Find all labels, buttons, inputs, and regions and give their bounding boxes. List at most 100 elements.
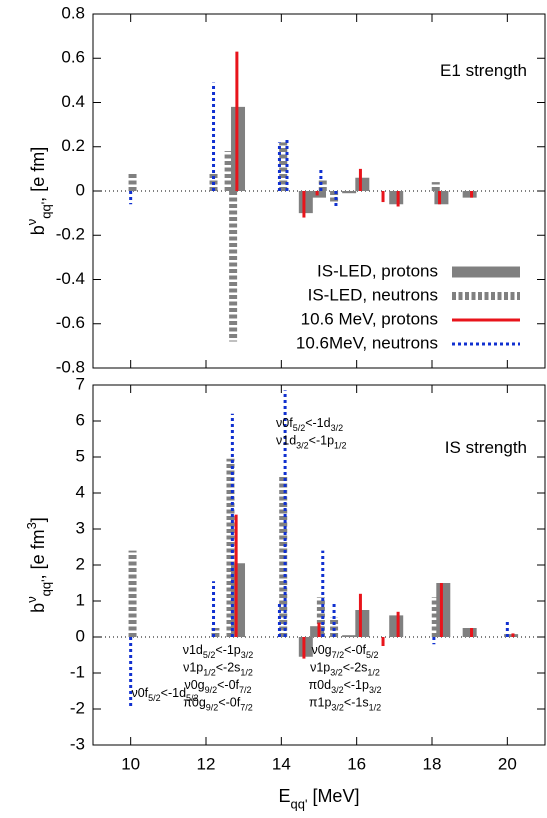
y-tick-label: 0 xyxy=(76,180,85,199)
x-tick-label: 12 xyxy=(197,754,216,773)
annotation: ν0f5/2<-1d5/2 xyxy=(131,686,198,703)
x-tick-label: 20 xyxy=(498,754,517,773)
annotation-part: 1/2 xyxy=(367,668,380,678)
annotation: ν1d5/2<-1p3/2 xyxy=(183,643,254,660)
legend-label: IS-LED, neutrons xyxy=(308,285,438,304)
label-part: ν xyxy=(24,219,39,225)
annotation-part: 5/2 xyxy=(203,650,216,660)
y-tick-label: 6 xyxy=(76,410,85,429)
label-part: 3 xyxy=(24,522,39,529)
annotation: π1p3/2<-1s1/2 xyxy=(309,696,381,713)
annotation: ν0f5/2<-1d3/2 xyxy=(276,416,343,433)
y-axis-label: bνqq', [e fm3] xyxy=(24,517,53,613)
y-tick-label: -0.8 xyxy=(56,357,85,376)
annotation: ν0g7/2<-0f5/2 xyxy=(311,643,378,660)
annotation-part: ν0f xyxy=(276,416,293,430)
label-part: ] xyxy=(28,517,48,522)
annotation-part: ν0g xyxy=(184,678,204,692)
annotation-part: <-0f xyxy=(217,678,239,692)
y-tick-label: -0.6 xyxy=(56,313,85,332)
annotation-part: ν0f xyxy=(131,686,148,700)
annotation-part: ν1d xyxy=(183,643,203,657)
x-tick-label: 18 xyxy=(423,754,442,773)
x-tick-label: 14 xyxy=(272,754,291,773)
annotation-part: 3/2 xyxy=(330,668,343,678)
label-part: E xyxy=(279,786,291,806)
annotation-part: <-1p xyxy=(215,643,240,657)
annotation-part: 3/2 xyxy=(241,650,254,660)
label-part: [MeV] xyxy=(307,786,359,806)
annotation-part: <-1d xyxy=(305,416,330,430)
label-part: , [e fm xyxy=(28,529,48,579)
annotation-part: ν0g xyxy=(311,643,331,657)
y-tick-label: 0.4 xyxy=(61,92,85,111)
annotation-part: 5/2 xyxy=(186,693,199,703)
annotation-part: 7/2 xyxy=(239,685,252,695)
x-tick-label: 16 xyxy=(347,754,366,773)
annotation-part: <-1p xyxy=(309,434,334,448)
y-tick-label: -0.2 xyxy=(56,225,85,244)
annotation: ν1p3/2<-2s1/2 xyxy=(310,661,380,678)
x-tick-label: 10 xyxy=(121,754,140,773)
annotation-part: 5/2 xyxy=(148,693,161,703)
y-tick-label: 0 xyxy=(76,626,85,645)
y-tick-label: 3 xyxy=(76,518,85,537)
y-tick-label: 1 xyxy=(76,590,85,609)
y-tick-label: -1 xyxy=(70,662,85,681)
annotation-part: 1/2 xyxy=(240,668,253,678)
label-part: qq' xyxy=(38,579,53,596)
y-tick-label: 2 xyxy=(76,554,85,573)
annotation-part: 5/2 xyxy=(366,650,379,660)
annotation-part: <-1p xyxy=(344,678,369,692)
annotation-part: ν1p xyxy=(310,661,330,675)
panel-label: IS strength xyxy=(445,438,527,457)
y-axis-label: bνqq', [e fm] xyxy=(24,147,53,235)
annotation: ν1d3/2<-1p1/2 xyxy=(276,434,347,451)
legend-label: IS-LED, protons xyxy=(317,261,438,280)
annotation-part: <-1s xyxy=(344,696,369,710)
label-part: qq' xyxy=(291,796,308,811)
annotation-part: 9/2 xyxy=(206,703,219,713)
y-tick-label: -3 xyxy=(70,734,85,753)
label-part: b xyxy=(28,603,48,613)
annotation: ν1p1/2<-2s1/2 xyxy=(183,661,253,678)
annotation-part: <-2s xyxy=(216,661,241,675)
annotation-part: 1/2 xyxy=(334,441,347,451)
annotation-part: 7/2 xyxy=(240,703,253,713)
plot-frame xyxy=(92,13,546,369)
y-tick-label: 7 xyxy=(76,374,85,393)
annotation-part: <-1d xyxy=(161,686,186,700)
annotation: π0g9/2<-0f7/2 xyxy=(183,696,252,713)
annotation-part: <-0f xyxy=(218,696,240,710)
y-tick-label: 4 xyxy=(76,482,85,501)
annotation-part: 1/2 xyxy=(203,668,216,678)
annotation-part: 3/2 xyxy=(369,685,382,695)
annotation-part: ν1p xyxy=(183,661,203,675)
x-axis-label: Eqq' [MeV] xyxy=(279,786,360,811)
y-tick-label: 5 xyxy=(76,446,85,465)
label-part: b xyxy=(28,225,48,235)
annotation-part: 5/2 xyxy=(293,423,306,433)
annotation-part: 3/2 xyxy=(296,441,309,451)
y-tick-label: 0.8 xyxy=(61,3,85,22)
annotation-part: 3/2 xyxy=(331,423,344,433)
annotation-part: <-0f xyxy=(344,643,366,657)
label-part: , [e fm] xyxy=(28,147,48,202)
legend-label: 10.6 MeV, protons xyxy=(301,309,438,328)
annotation-part: 9/2 xyxy=(205,685,218,695)
legend-label: 10.6MeV, neutrons xyxy=(296,333,438,352)
annotation-part: 7/2 xyxy=(332,650,345,660)
y-tick-label: -2 xyxy=(70,698,85,717)
annotation-part: π0d xyxy=(309,678,332,692)
annotation-part: π0g xyxy=(183,696,206,710)
y-tick-label: 0.6 xyxy=(61,48,85,67)
annotation: π0d3/2<-1p3/2 xyxy=(309,678,382,695)
annotation-part: <-2s xyxy=(343,661,368,675)
panel-label: E1 strength xyxy=(440,61,527,80)
annotation-part: 3/2 xyxy=(331,685,344,695)
y-tick-label: -0.4 xyxy=(56,269,85,288)
annotation-part: 3/2 xyxy=(331,703,344,713)
annotation-part: 1/2 xyxy=(369,703,382,713)
